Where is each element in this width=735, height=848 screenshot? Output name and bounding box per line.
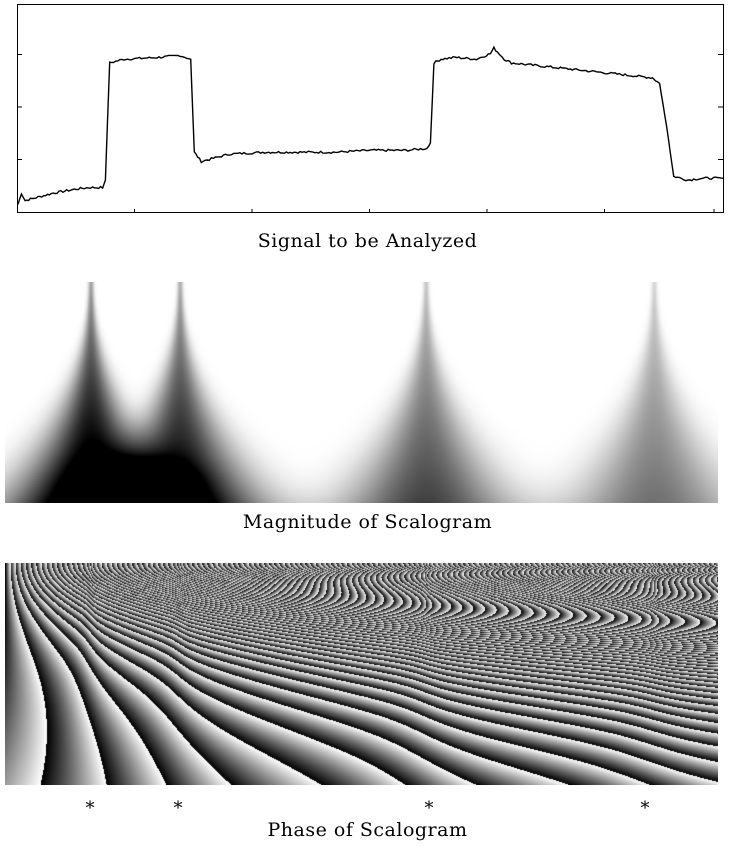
magnitude-scalogram bbox=[5, 282, 718, 503]
singularity-marker: * bbox=[85, 798, 95, 819]
magnitude-caption: Magnitude of Scalogram bbox=[242, 511, 493, 533]
phase-caption: Phase of Scalogram bbox=[267, 819, 468, 841]
signal-plot bbox=[17, 4, 724, 214]
signal-caption: Signal to be Analyzed bbox=[257, 230, 478, 252]
phase-heatmap bbox=[5, 563, 718, 785]
signal-ticks bbox=[17, 54, 723, 213]
phase-scalogram bbox=[5, 563, 718, 785]
signal-axes-frame bbox=[17, 4, 724, 213]
magnitude-heatmap bbox=[5, 282, 718, 503]
singularity-marker: * bbox=[640, 798, 650, 819]
singularity-marker: * bbox=[424, 798, 434, 819]
singularity-marker: * bbox=[173, 798, 183, 819]
signal-series-line bbox=[17, 45, 724, 205]
signal-chart bbox=[17, 4, 724, 213]
